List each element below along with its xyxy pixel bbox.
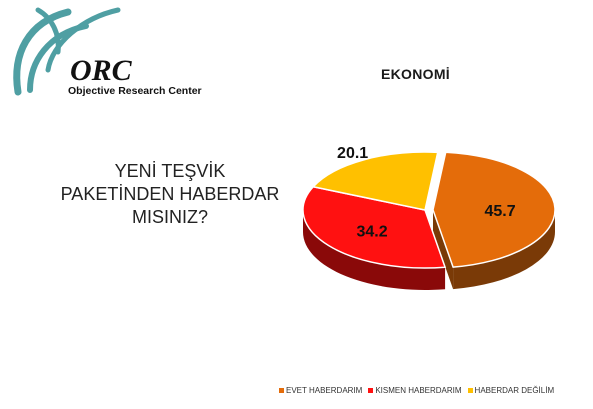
legend-label: HABERDAR DEĞİLİM	[474, 386, 555, 395]
chart-subtitle: EKONOMİ	[381, 66, 450, 82]
data-label: 45.7	[484, 203, 515, 220]
pie-slice	[432, 151, 556, 268]
legend-item: EVET HABERDARIM	[279, 386, 362, 395]
legend-item: HABERDAR DEĞİLİM	[467, 386, 555, 395]
survey-question: YENİ TEŞVİK PAKETİNDEN HABERDAR MISINIZ?	[60, 161, 280, 227]
swirl-icon	[13, 7, 121, 96]
chart-legend: EVET HABERDARIM KISMEN HABERDARIM HABERDAR…	[279, 386, 554, 395]
logo-wordmark: ORC	[70, 54, 133, 87]
pie-slice	[311, 151, 439, 211]
legend-swatch	[279, 388, 284, 393]
data-label: 34.2	[356, 224, 387, 241]
orc-logo: ORC Objective Research Center	[13, 7, 202, 97]
logo-tagline: Objective Research Center	[68, 85, 202, 97]
legend-item: KISMEN HABERDARIM	[368, 386, 462, 395]
legend-label: EVET HABERDARIM	[286, 386, 363, 395]
legend-label: KISMEN HABERDARIM	[375, 386, 462, 395]
pie-slice-side	[453, 209, 555, 290]
legend-swatch	[368, 388, 374, 393]
pie-tops	[302, 151, 556, 269]
pie-slice-side	[303, 210, 446, 290]
data-label: 20.1	[337, 145, 368, 162]
pie-slice-wall	[432, 209, 454, 290]
legend-swatch	[467, 388, 473, 393]
pie-chart: 45.7 34.2 20.1	[302, 145, 556, 290]
